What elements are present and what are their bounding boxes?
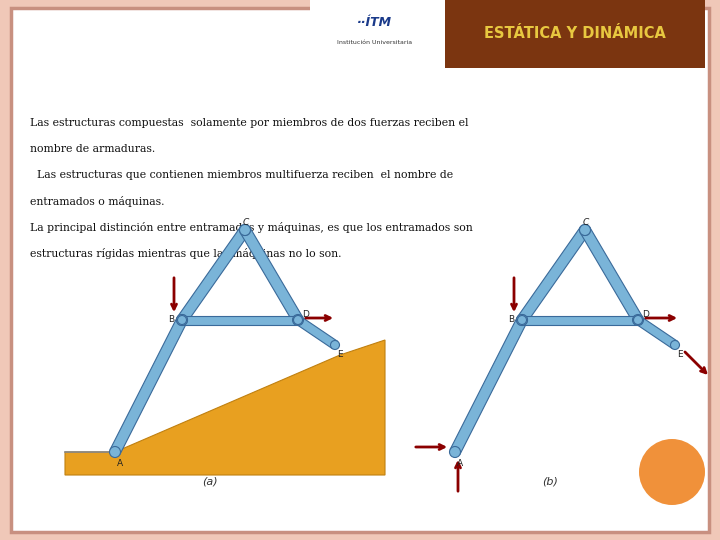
Circle shape xyxy=(240,225,251,235)
Circle shape xyxy=(330,341,340,349)
Polygon shape xyxy=(182,315,298,325)
Bar xyxy=(310,0,445,68)
Circle shape xyxy=(449,447,461,457)
Text: C: C xyxy=(583,218,589,227)
Text: E: E xyxy=(677,350,683,359)
Polygon shape xyxy=(110,318,187,455)
Text: A: A xyxy=(457,459,463,468)
Polygon shape xyxy=(240,227,302,323)
Text: B: B xyxy=(168,315,174,324)
Text: (b): (b) xyxy=(542,477,558,487)
Circle shape xyxy=(109,447,120,457)
Text: D: D xyxy=(302,310,309,319)
Text: La principal distinción entre entramados y máquinas, es que los entramados son: La principal distinción entre entramados… xyxy=(30,222,473,233)
Polygon shape xyxy=(295,316,338,349)
Polygon shape xyxy=(522,315,638,325)
Polygon shape xyxy=(636,316,678,349)
Circle shape xyxy=(294,315,302,325)
Text: (a): (a) xyxy=(202,477,218,487)
Circle shape xyxy=(516,314,528,326)
Text: ··ÍTM: ··ÍTM xyxy=(357,16,392,29)
Circle shape xyxy=(634,315,642,325)
Circle shape xyxy=(176,314,187,326)
Text: ESTÁTICA Y DINÁMICA: ESTÁTICA Y DINÁMICA xyxy=(484,26,666,42)
Circle shape xyxy=(178,315,186,325)
Circle shape xyxy=(292,314,304,326)
Circle shape xyxy=(634,315,642,325)
Circle shape xyxy=(580,225,590,235)
Circle shape xyxy=(294,315,302,325)
Text: C: C xyxy=(243,218,249,227)
Text: Institución Universitaria: Institución Universitaria xyxy=(338,39,413,44)
Circle shape xyxy=(580,225,590,235)
Polygon shape xyxy=(178,227,250,323)
Circle shape xyxy=(670,341,680,349)
Polygon shape xyxy=(518,227,590,323)
Text: A: A xyxy=(117,459,123,468)
Polygon shape xyxy=(450,318,527,455)
Text: Las estructuras que contienen miembros multifuerza reciben  el nombre de: Las estructuras que contienen miembros m… xyxy=(30,170,453,180)
Text: D: D xyxy=(642,310,649,319)
Circle shape xyxy=(518,315,526,325)
Polygon shape xyxy=(65,340,385,475)
Circle shape xyxy=(516,314,528,326)
Text: E: E xyxy=(337,350,343,359)
Text: Las estructuras compuestas  solamente por miembros de dos fuerzas reciben el: Las estructuras compuestas solamente por… xyxy=(30,118,469,128)
Text: estructuras rígidas mientras que las máquinas no lo son.: estructuras rígidas mientras que las máq… xyxy=(30,248,341,259)
Text: entramados o máquinas.: entramados o máquinas. xyxy=(30,196,164,207)
Circle shape xyxy=(240,225,251,235)
Circle shape xyxy=(176,314,187,326)
Bar xyxy=(445,0,705,68)
Circle shape xyxy=(632,314,644,326)
Polygon shape xyxy=(580,227,643,323)
Circle shape xyxy=(639,439,705,505)
Text: B: B xyxy=(508,315,514,324)
Text: nombre de armaduras.: nombre de armaduras. xyxy=(30,144,156,154)
